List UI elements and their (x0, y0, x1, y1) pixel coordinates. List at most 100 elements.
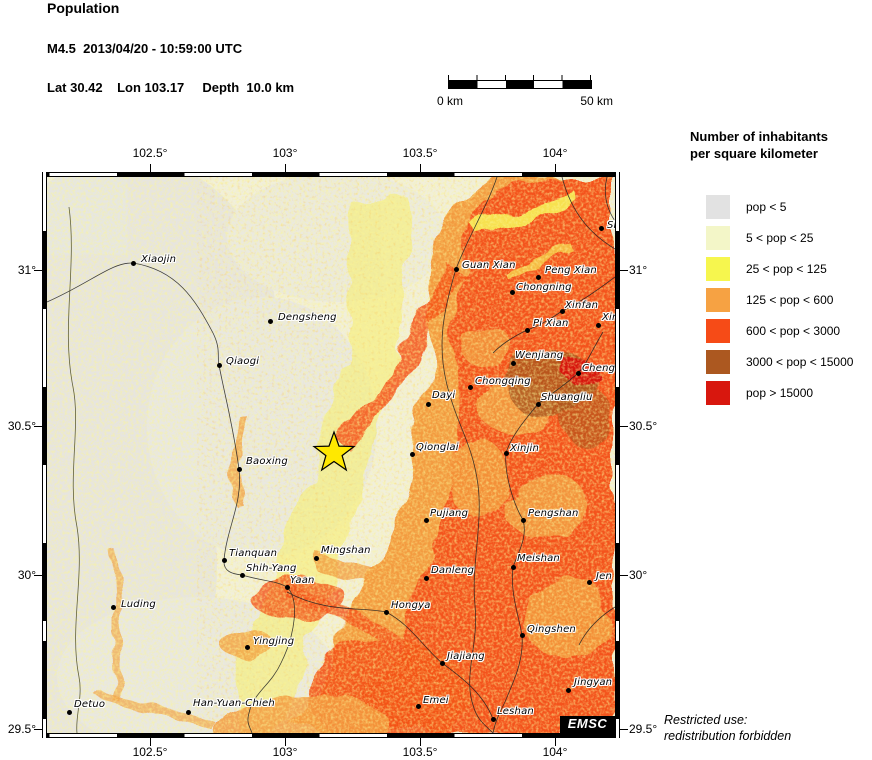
axis-top-tick-2 (420, 164, 421, 172)
city-label-jen: Jen (596, 571, 613, 582)
city-label-guan-xian: Guan Xian (462, 260, 516, 271)
axis-right-tick-1 (620, 426, 628, 427)
population-legend: Number of inhabitants per square kilomet… (690, 128, 872, 405)
city-dot-emei (415, 703, 421, 709)
city-dot-detuo (66, 709, 72, 715)
city-label-xiaojin: Xiaojin (141, 254, 177, 265)
axis-top-label-2: 103.5° (402, 146, 438, 160)
city-label-cheng: Cheng (582, 363, 615, 374)
axis-left-label-3: 29.5° (7, 722, 36, 736)
city-label-chongqing: Chongqing (475, 376, 531, 387)
city-label-pi-xian: Pi Xian (533, 318, 569, 329)
city-label-danleng: Danleng (431, 565, 475, 576)
city-label-wenjiang: Wenjiang (515, 350, 564, 361)
legend-row-0: pop < 5 (690, 192, 872, 223)
city-label-pujiang: Pujiang (430, 508, 469, 519)
legend-title-line2: per square kilometer (690, 146, 818, 161)
city-label-detuo: Detuo (74, 699, 106, 710)
city-dot-chongqing (467, 384, 473, 390)
city-label-qionglai: Qionglai (416, 442, 459, 453)
axis-left-tick-1 (34, 426, 42, 427)
city-dot-shuangliu (535, 401, 541, 407)
page-title: Population (47, 0, 120, 16)
city-label-hongya: Hongya (391, 600, 431, 611)
axis-left-tick-2 (34, 575, 42, 576)
city-dot-pujiang (423, 517, 429, 523)
scale-bar-zero-label: 0 km (437, 94, 464, 108)
city-label-yaan: Yaan (290, 575, 315, 586)
axis-top-tick-0 (150, 164, 151, 172)
legend-swatch-6 (706, 381, 730, 405)
legend-items: pop < 5 5 < pop < 25 25 < pop < 125 125 < p… (690, 192, 872, 409)
city-dot-dengsheng (267, 318, 273, 324)
legend-label-4: 600 < pop < 3000 (746, 324, 841, 338)
city-dot-hongya (383, 609, 389, 615)
legend-swatch-3 (706, 288, 730, 312)
axis-top-label-0: 102.5° (132, 146, 168, 160)
legend-row-6: pop > 15000 (690, 378, 872, 409)
city-dot-danleng (423, 575, 429, 581)
city-dot-chongning (509, 289, 515, 295)
city-label-baoxing: Baoxing (246, 456, 288, 467)
axis-right-label-2: 30° (629, 568, 648, 582)
legend-label-0: pop < 5 (746, 200, 787, 214)
axis-bottom-label-0: 102.5° (132, 745, 168, 759)
city-label-emei: Emei (423, 695, 449, 706)
event-magnitude-datetime: M4.5 2013/04/20 - 10:59:00 UTC (47, 41, 243, 56)
axis-left-label-0: 31° (17, 263, 36, 277)
legend-row-2: 25 < pop < 125 (690, 254, 872, 285)
axis-bottom-tick-0 (150, 738, 151, 746)
event-lat-lon-depth: Lat 30.42 Lon 103.17 Depth 10.0 km (47, 80, 295, 95)
legend-swatch-1 (706, 226, 730, 250)
city-dot-qingshen (519, 632, 525, 638)
city-dot-luding (110, 604, 116, 610)
city-dot-baoxing (236, 466, 242, 472)
legend-label-6: pop > 15000 (746, 386, 814, 400)
city-dot-meishan (510, 564, 516, 570)
legend-title-line1: Number of inhabitants (690, 129, 828, 144)
population-raster (47, 177, 615, 733)
axis-top-tick-1 (285, 164, 286, 172)
scale-bar-ticks (448, 75, 591, 80)
axis-bottom-tick-2 (420, 738, 421, 746)
city-dot-jingyan (565, 687, 571, 693)
city-dot-jiajiang (439, 660, 445, 666)
legend-swatch-2 (706, 257, 730, 281)
city-dot-peng-xian (535, 274, 541, 280)
city-label-leshan: Leshan (497, 706, 534, 717)
city-dot-pengshan (520, 517, 526, 523)
city-dot-cheng (575, 370, 581, 376)
axis-bottom-tick-1 (285, 738, 286, 746)
axis-left-label-1: 30.5° (7, 419, 36, 433)
city-dot-xiaojin (130, 260, 136, 266)
city-label-sh: Sh (607, 220, 615, 231)
axis-left-label-2: 30° (17, 568, 36, 582)
city-label-luding: Luding (121, 599, 156, 610)
legend-label-2: 25 < pop < 125 (746, 262, 827, 276)
legend-swatch-5 (706, 350, 730, 374)
emsc-logo: EMSC (560, 716, 615, 733)
city-dot-shih-yang (239, 572, 245, 578)
axis-left-tick-0 (34, 270, 42, 271)
legend-row-5: 3000 < pop < 15000 (690, 347, 872, 378)
city-label-han-yuan-chieh: Han-Yuan-Chieh (193, 698, 275, 709)
restriction-line2: redistribution forbidden (664, 729, 792, 743)
city-label-dayi: Dayi (432, 390, 456, 401)
city-label-mingshan: Mingshan (321, 545, 371, 556)
axis-bottom-label-3: 104° (542, 745, 568, 759)
city-dot-pi-xian (524, 327, 530, 333)
city-dot-qiaogi (216, 362, 222, 368)
distance-scale-bar: 0 km 50 km (437, 74, 613, 114)
city-dot-mingshan (313, 555, 319, 561)
city-dot-wenjiang (510, 360, 516, 366)
city-label-xin: Xin (602, 312, 615, 323)
city-label-meishan: Meishan (517, 553, 560, 564)
city-label-shih-yang: Shih-Yang (246, 563, 297, 574)
city-dot-qionglai (409, 451, 415, 457)
scale-bar-50km-label: 50 km (580, 94, 613, 108)
axis-top-label-3: 104° (542, 146, 568, 160)
city-label-pengshan: Pengshan (528, 508, 579, 519)
city-label-chongning: Chongning (516, 282, 572, 293)
legend-label-3: 125 < pop < 600 (746, 293, 834, 307)
city-dot-xinfan (559, 308, 565, 314)
